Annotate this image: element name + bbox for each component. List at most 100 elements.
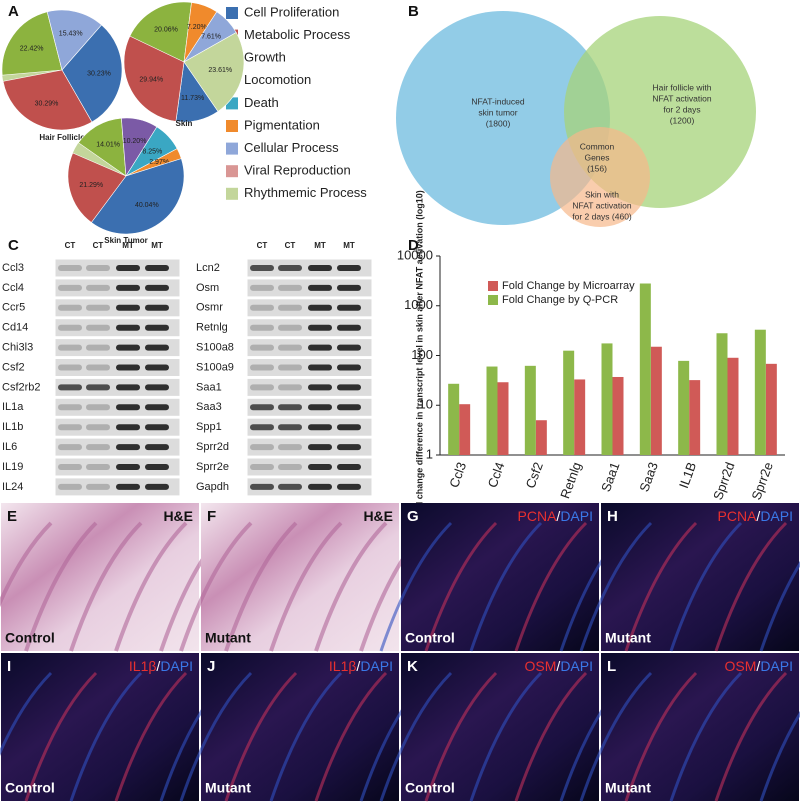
legend-label: Rhythmemic Process — [244, 185, 367, 200]
stain-part: / — [556, 508, 560, 524]
bar — [639, 283, 651, 455]
slice-label: 10.20% — [123, 138, 147, 145]
gel-band — [58, 364, 82, 371]
stain-part: DAPI — [560, 508, 593, 524]
gene-label: Spp1 — [196, 421, 222, 433]
tissue-fold — [24, 521, 98, 652]
gene-label: Sprr2d — [196, 441, 229, 453]
pie-slice — [2, 69, 93, 131]
gel-band — [145, 324, 169, 331]
venn-label: Skin with — [585, 189, 619, 199]
stain-label: H&E — [163, 508, 193, 524]
gel-band — [278, 404, 302, 411]
gel-band — [145, 483, 169, 490]
tissue-fold — [179, 671, 253, 802]
gene-label: IL1a — [2, 401, 24, 413]
slice-label: 30.23% — [87, 71, 111, 78]
gel-band — [145, 444, 169, 451]
gel-band — [337, 344, 361, 351]
gene-label: Ccr5 — [2, 302, 25, 314]
gene-label: Csf2rb2 — [2, 381, 41, 393]
panel-label: D — [408, 237, 419, 254]
gel-band — [145, 304, 169, 311]
tissue-fold — [224, 521, 298, 652]
pie-slice — [46, 9, 102, 71]
gene-label: Ccl3 — [2, 262, 24, 274]
gel-band — [116, 284, 140, 291]
gel-band — [337, 364, 361, 371]
tissue-fold — [114, 671, 188, 802]
tissue-fold — [624, 671, 698, 802]
gel-band — [278, 344, 302, 351]
gene-label: IL6 — [2, 441, 17, 453]
tissue-fold — [514, 521, 588, 652]
stain-part: / — [356, 658, 360, 674]
gel-band — [308, 284, 332, 291]
venn-label: for 2 days — [663, 104, 700, 114]
legend-label: Cellular Process — [244, 140, 339, 155]
panel-label: I — [7, 658, 11, 675]
legend-label: Fold Change by Q-PCR — [502, 294, 618, 306]
panel-label: A — [8, 3, 19, 20]
condition-label: Control — [5, 780, 55, 796]
bar — [650, 346, 662, 455]
condition-label: Control — [405, 780, 455, 796]
stain-part: / — [556, 658, 560, 674]
venn-circle — [550, 127, 650, 227]
gel-band — [250, 384, 274, 391]
legend-swatch — [226, 187, 238, 200]
tissue-fold — [469, 521, 543, 652]
gel-band — [116, 464, 140, 470]
stain-part: DAPI — [560, 658, 593, 674]
x-tick-label: Ccl3 — [446, 460, 469, 490]
pie-slice — [123, 35, 185, 122]
gel-band — [337, 284, 361, 291]
venn-label: Common — [580, 141, 615, 151]
pie-slice — [67, 152, 127, 223]
x-tick-label: Saa1 — [598, 460, 622, 494]
condition-label: Mutant — [205, 630, 251, 646]
x-tick-label: Csf2 — [523, 460, 546, 490]
gel-band — [337, 265, 361, 271]
legend-label: Growth — [244, 50, 286, 65]
legend-swatch — [226, 120, 238, 132]
stain-part: DAPI — [760, 658, 793, 674]
tissue-fold — [379, 671, 453, 802]
venn-label: skin tumor — [478, 107, 517, 117]
slice-label: 22.42% — [20, 45, 44, 52]
slice-label: 15.43% — [59, 31, 83, 38]
pie-slice — [78, 117, 127, 177]
gel-band — [308, 265, 332, 271]
x-tick-label: Retnlg — [557, 460, 584, 500]
legend-label: Locomotion — [244, 72, 311, 87]
gel-band — [86, 444, 110, 451]
panel-label: L — [607, 658, 616, 675]
gel-band — [337, 304, 361, 311]
stain-label: OSM/DAPI — [525, 658, 593, 674]
gene-label: Lcn2 — [196, 262, 220, 274]
tissue-fold — [424, 671, 498, 802]
bar — [563, 350, 575, 455]
slice-label: 40.04% — [135, 202, 159, 209]
pie-title: Skin — [176, 119, 193, 128]
venn-label: NFAT activation — [572, 200, 631, 210]
x-tick-label: Saa3 — [636, 460, 660, 494]
gel-band — [86, 404, 110, 411]
gel-band — [308, 384, 332, 391]
gel-band — [278, 284, 302, 291]
gel-band — [337, 424, 361, 431]
pie-title: Hair Follicle — [39, 133, 85, 142]
gel-band — [58, 464, 82, 470]
gene-label: S100a8 — [196, 342, 234, 354]
legend-swatch — [488, 295, 498, 305]
slice-label: 11.73% — [181, 95, 204, 102]
gel-column-label: MT — [343, 241, 355, 250]
stain-part: H&E — [163, 508, 193, 524]
panel-label: G — [407, 508, 419, 525]
pie-slice — [183, 32, 245, 112]
gel-band — [145, 424, 169, 431]
gel-band — [308, 444, 332, 451]
gene-label: IL1b — [2, 421, 23, 433]
condition-label: Mutant — [205, 780, 251, 796]
gel-column-label: MT — [151, 241, 163, 250]
